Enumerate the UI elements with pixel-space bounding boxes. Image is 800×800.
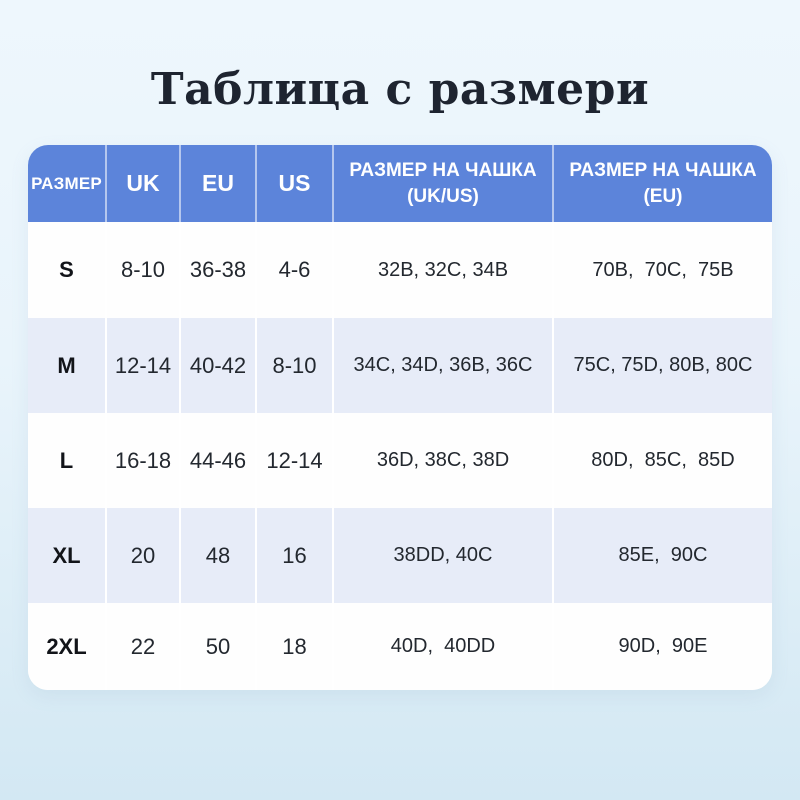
column-header-size: РАЗМЕР (28, 145, 107, 222)
table-cell-size: XL (28, 508, 107, 603)
column-header-cup-eu: РАЗМЕР НА ЧАШКА (EU) (554, 145, 772, 222)
table-cell-cup-ukus: 38DD, 40C (334, 508, 554, 603)
column-header-eu: EU (181, 145, 257, 222)
table-cell-cup-eu: 85E, 90C (554, 508, 772, 603)
size-table: РАЗМЕР UK EU US РАЗМЕР НА ЧАШКА (UK/US) … (28, 145, 772, 690)
table-cell-eu: 48 (181, 508, 257, 603)
table-cell-cup-ukus: 36D, 38C, 38D (334, 413, 554, 508)
table-cell-uk: 8-10 (107, 222, 181, 318)
table-cell-uk: 22 (107, 603, 181, 690)
table-cell-cup-ukus: 32B, 32C, 34B (334, 222, 554, 318)
table-cell-cup-eu: 80D, 85C, 85D (554, 413, 772, 508)
table-cell-size: M (28, 318, 107, 413)
table-cell-cup-eu: 70B, 70C, 75B (554, 222, 772, 318)
table-cell-us: 18 (257, 603, 334, 690)
table-cell-us: 4-6 (257, 222, 334, 318)
column-header-cup-ukus: РАЗМЕР НА ЧАШКА (UK/US) (334, 145, 554, 222)
table-cell-cup-eu: 90D, 90E (554, 603, 772, 690)
table-cell-eu: 36-38 (181, 222, 257, 318)
page-title: Таблица с размери (150, 64, 650, 115)
table-cell-uk: 16-18 (107, 413, 181, 508)
table-cell-eu: 50 (181, 603, 257, 690)
column-header-us: US (257, 145, 334, 222)
table-cell-uk: 20 (107, 508, 181, 603)
table-cell-cup-ukus: 40D, 40DD (334, 603, 554, 690)
table-cell-size: L (28, 413, 107, 508)
table-cell-us: 8-10 (257, 318, 334, 413)
table-cell-eu: 44-46 (181, 413, 257, 508)
table-cell-cup-eu: 75C, 75D, 80B, 80C (554, 318, 772, 413)
table-cell-size: 2XL (28, 603, 107, 690)
table-cell-us: 12-14 (257, 413, 334, 508)
table-cell-eu: 40-42 (181, 318, 257, 413)
table-cell-uk: 12-14 (107, 318, 181, 413)
table-cell-us: 16 (257, 508, 334, 603)
column-header-uk: UK (107, 145, 181, 222)
table-cell-cup-ukus: 34C, 34D, 36B, 36C (334, 318, 554, 413)
table-cell-size: S (28, 222, 107, 318)
